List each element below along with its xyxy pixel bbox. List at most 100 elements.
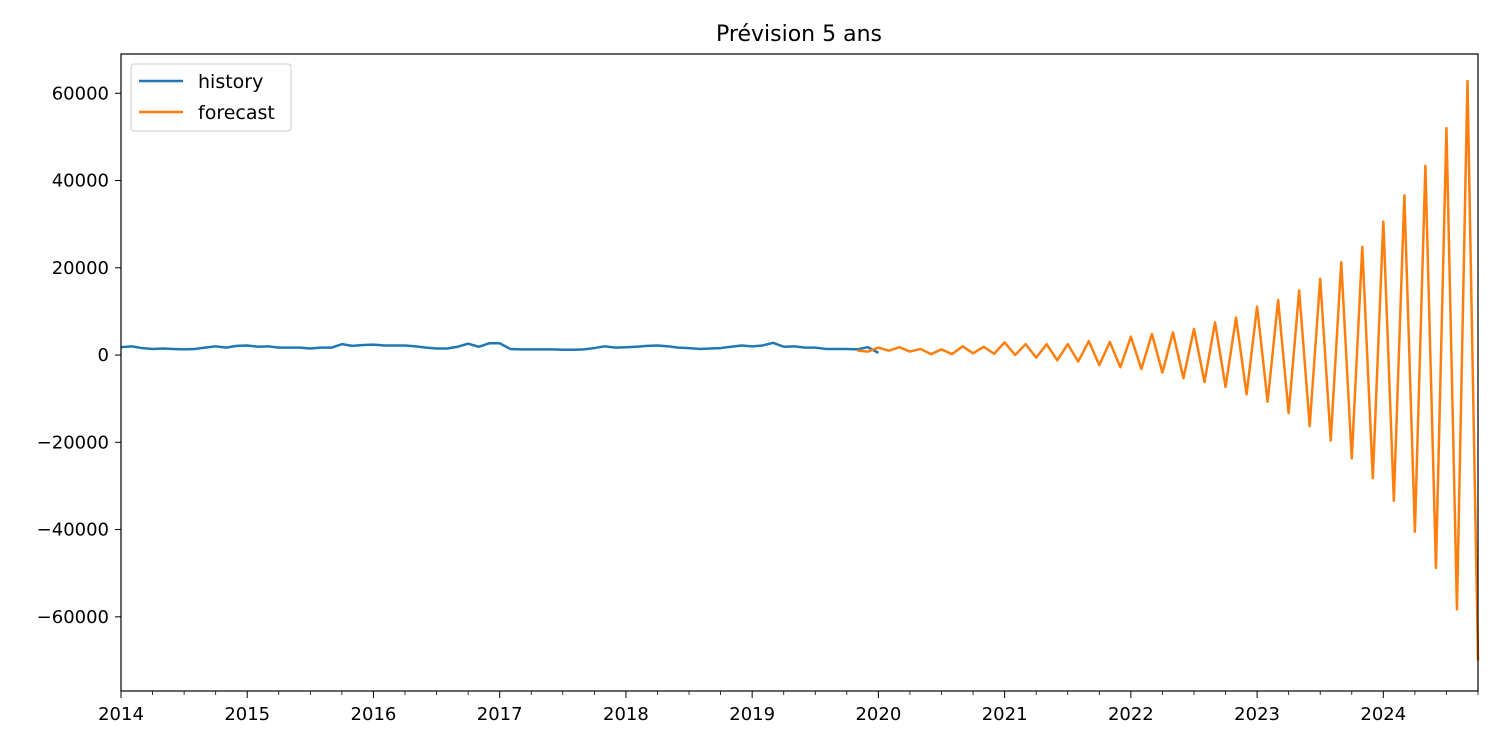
data-point-forecast — [867, 351, 869, 353]
data-point-history — [372, 344, 374, 346]
data-point-history — [467, 343, 469, 345]
legend-forecast-label: forecast — [198, 102, 275, 124]
data-point-history — [499, 342, 501, 344]
data-point-history — [425, 347, 427, 349]
data-point-history — [478, 346, 480, 348]
data-point-history — [699, 348, 701, 350]
data-point-history — [131, 345, 133, 347]
data-point-history — [225, 347, 227, 349]
data-point-forecast — [1382, 221, 1384, 223]
data-point-history — [383, 344, 385, 346]
data-point-history — [309, 348, 311, 350]
data-point-forecast — [1246, 393, 1248, 395]
data-point-forecast — [1067, 343, 1069, 345]
data-point-forecast — [877, 347, 879, 349]
data-point-history — [194, 348, 196, 350]
data-point-forecast — [909, 351, 911, 353]
data-point-forecast — [1004, 341, 1006, 343]
data-point-history — [236, 345, 238, 347]
data-point-history — [783, 346, 785, 348]
data-point-forecast — [1014, 354, 1016, 356]
data-point-history — [583, 348, 585, 350]
data-point-history — [720, 347, 722, 349]
data-point-forecast — [1025, 343, 1027, 345]
data-point-forecast — [1035, 357, 1037, 359]
data-point-history — [457, 346, 459, 348]
x-tick-label: 2016 — [351, 704, 397, 725]
data-point-forecast — [1182, 377, 1184, 379]
data-point-history — [446, 348, 448, 350]
data-point-forecast — [1214, 321, 1216, 323]
data-point-forecast — [983, 346, 985, 348]
data-point-forecast — [1267, 401, 1269, 403]
y-tick-label: −40000 — [37, 520, 109, 541]
data-point-forecast — [962, 345, 964, 347]
data-point-forecast — [1151, 333, 1153, 335]
data-point-forecast — [1435, 567, 1437, 569]
data-point-history — [330, 347, 332, 349]
x-tick-label: 2021 — [982, 704, 1028, 725]
data-point-forecast — [930, 353, 932, 355]
data-point-history — [267, 345, 269, 347]
x-tick-label: 2015 — [224, 704, 270, 725]
data-point-history — [551, 348, 553, 350]
data-point-history — [562, 349, 564, 351]
data-point-history — [404, 344, 406, 346]
data-point-forecast — [898, 346, 900, 348]
series-line-history — [120, 341, 879, 354]
data-point-history — [141, 347, 143, 349]
data-point-forecast — [1424, 165, 1426, 167]
data-point-history — [635, 346, 637, 348]
data-point-forecast — [1414, 531, 1416, 533]
data-point-history — [825, 348, 827, 350]
chart-title: Prévision 5 ans — [716, 22, 882, 47]
data-point-forecast — [1204, 381, 1206, 383]
data-point-history — [877, 352, 879, 354]
data-point-forecast — [1445, 127, 1447, 129]
data-point-forecast — [972, 352, 974, 354]
data-point-history — [152, 348, 154, 350]
data-point-forecast — [1288, 412, 1290, 414]
data-point-history — [509, 348, 511, 350]
data-point-history — [656, 344, 658, 346]
data-point-forecast — [1298, 289, 1300, 291]
data-point-forecast — [1088, 340, 1090, 342]
x-tick-label: 2018 — [603, 704, 649, 725]
data-point-history — [572, 349, 574, 351]
data-point-history — [288, 347, 290, 349]
data-point-forecast — [1193, 328, 1195, 330]
data-point-history — [488, 342, 490, 344]
y-tick-label: −20000 — [37, 432, 109, 453]
data-point-forecast — [1372, 477, 1374, 479]
y-tick-label: 60000 — [52, 83, 109, 104]
data-point-history — [646, 345, 648, 347]
data-point-forecast — [1403, 194, 1405, 196]
data-point-forecast — [1256, 306, 1258, 308]
data-point-history — [341, 343, 343, 345]
x-tick-label: 2014 — [98, 704, 144, 725]
data-point-forecast — [1309, 425, 1311, 427]
y-tick-label: −60000 — [37, 607, 109, 628]
data-point-history — [688, 347, 690, 349]
data-point-history — [541, 348, 543, 350]
data-point-forecast — [1351, 457, 1353, 459]
data-point-forecast — [1130, 336, 1132, 338]
x-tick-label: 2022 — [1108, 704, 1154, 725]
data-point-history — [814, 347, 816, 349]
data-point-history — [173, 348, 175, 350]
data-point-history — [530, 348, 532, 350]
data-point-history — [762, 344, 764, 346]
data-point-forecast — [1277, 299, 1279, 301]
data-point-history — [793, 345, 795, 347]
data-point-history — [625, 346, 627, 348]
data-point-forecast — [919, 348, 921, 350]
data-point-history — [667, 345, 669, 347]
x-tick-label: 2019 — [729, 704, 775, 725]
data-point-forecast — [1361, 246, 1363, 248]
data-point-forecast — [1235, 317, 1237, 319]
data-point-history — [730, 346, 732, 348]
data-point-forecast — [1046, 343, 1048, 345]
x-tick-label: 2023 — [1234, 704, 1280, 725]
axis-ticks: −60000 −40000 −20000 0 20000 40000 60000 2014 20… — [37, 83, 1479, 725]
data-point-forecast — [1172, 331, 1174, 333]
